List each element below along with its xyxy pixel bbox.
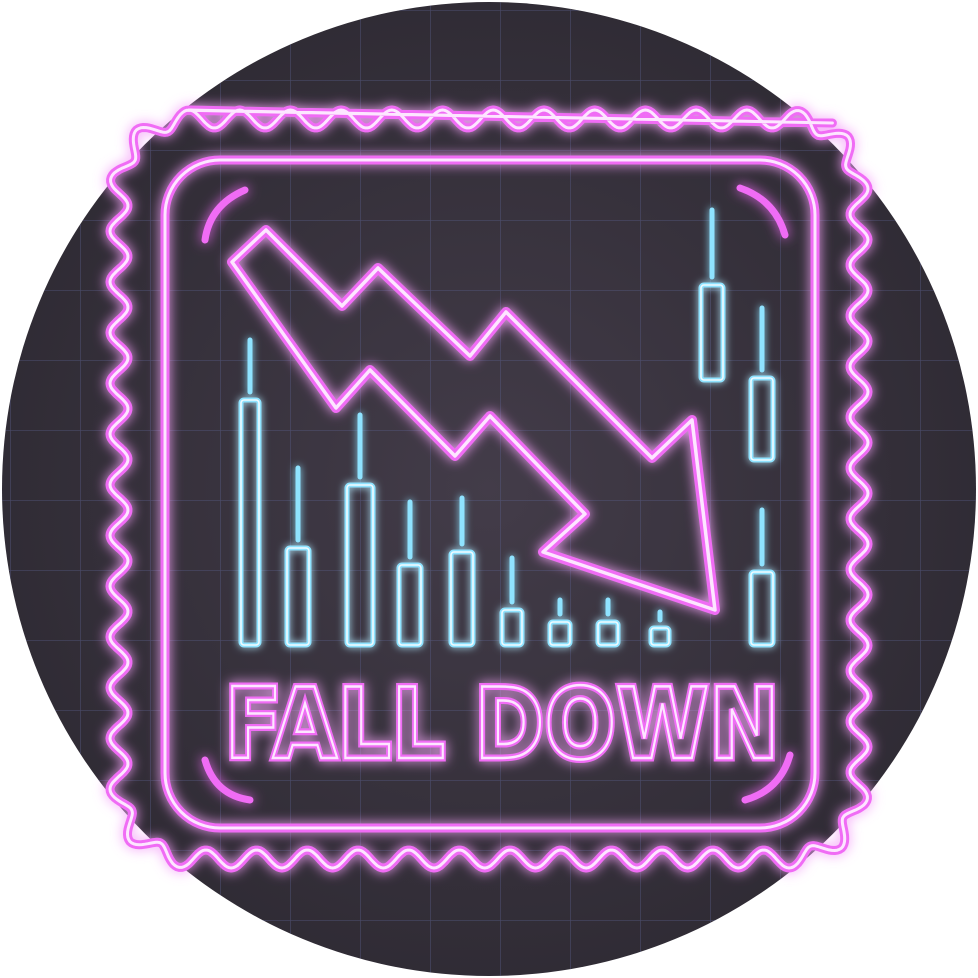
candle-body-core xyxy=(286,547,310,646)
candle-body-core xyxy=(750,377,774,461)
candle-body-core xyxy=(346,484,374,646)
candlestick-bars-icon xyxy=(238,207,776,648)
candle-body-core xyxy=(501,609,523,646)
badge-label: FALL DOWN xyxy=(225,668,780,782)
inner-frame xyxy=(160,155,820,833)
badge-label-group: FALL DOWN FALL DOWN xyxy=(221,665,783,786)
candle-body-core xyxy=(240,399,260,646)
candle-body-core xyxy=(597,621,619,646)
candle-body-core xyxy=(700,284,724,381)
badge-label-glow: FALL DOWN xyxy=(225,668,780,782)
candle-body-core xyxy=(549,621,571,646)
candle-body-core xyxy=(398,564,422,646)
candle-body-core xyxy=(650,627,670,646)
downward-trend-arrow-icon xyxy=(227,225,720,615)
stamp-border xyxy=(105,105,873,873)
candle-body-core xyxy=(450,551,474,646)
candle-body-core xyxy=(750,571,774,646)
